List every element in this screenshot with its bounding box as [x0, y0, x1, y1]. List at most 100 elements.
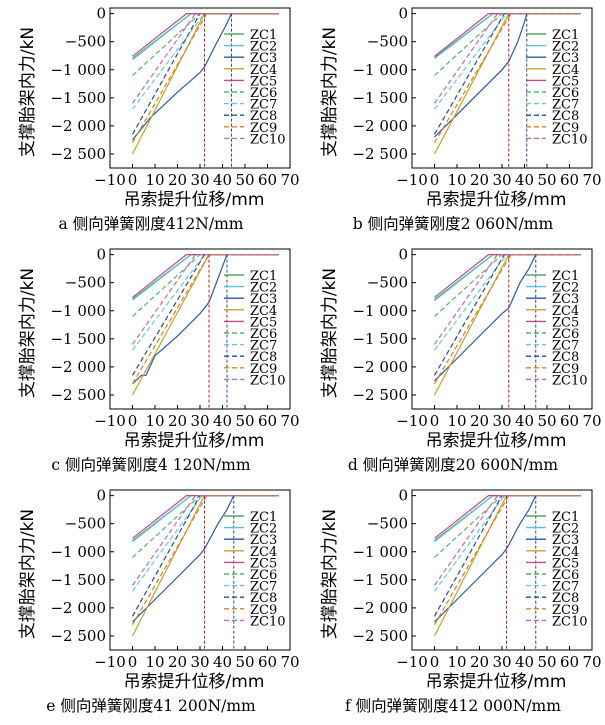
y-tick-label: −1 000: [50, 543, 106, 561]
y-tick-label: −1 000: [352, 61, 408, 79]
legend-label: ZC6: [552, 327, 579, 342]
x-tick-label: 50: [235, 412, 254, 430]
x-axis-label: 吊索提升位移/mm: [124, 672, 265, 692]
x-tick-label: 20: [168, 412, 187, 430]
series-line-zc8: [131, 254, 279, 376]
legend-label: ZC8: [250, 591, 277, 606]
x-tick-label: −10: [396, 653, 428, 671]
legend-label: ZC3: [552, 292, 579, 307]
x-tick-label: 50: [537, 171, 556, 189]
subplot-c: 0 −500 −1 000 −1 500 −2 000 −2 500 −10 0 10 20 30 4…: [0, 241, 302, 482]
x-tick-label: 70: [280, 171, 299, 189]
x-tick-label: 0: [128, 412, 138, 430]
y-axis-label: 支撑胎架内力/kN: [320, 509, 340, 639]
caption-e: e 侧向弹簧刚度41 200N/mm: [46, 697, 256, 715]
legend-label: ZC10: [552, 614, 588, 629]
x-axis-label: 吊索提升位移/mm: [124, 431, 265, 451]
x-tick-label: 60: [560, 171, 579, 189]
legend-label: ZC5: [250, 74, 277, 89]
y-tick-label: −2 500: [352, 627, 408, 645]
x-tick-label: 50: [537, 412, 556, 430]
x-tick-label: 30: [492, 412, 511, 430]
x-tick-label: −10: [94, 412, 126, 430]
x-tick-label: 60: [560, 653, 579, 671]
legend-label: ZC10: [250, 132, 286, 147]
legend-label: ZC9: [250, 603, 277, 618]
x-tick-label: 0: [430, 171, 440, 189]
legend-label: ZC3: [250, 51, 277, 66]
series-line-zc3: [132, 13, 279, 141]
legend-label: ZC6: [250, 568, 277, 583]
y-tick-label: 0: [398, 487, 408, 505]
legend-label: ZC5: [552, 315, 579, 330]
legend-label: ZC7: [250, 580, 277, 595]
legend-label: ZC6: [250, 86, 277, 101]
legend-label: ZC5: [250, 556, 277, 571]
x-tick-label: −10: [94, 171, 126, 189]
legend-label: ZC7: [552, 339, 579, 354]
x-tick-label: 0: [430, 653, 440, 671]
y-tick-label: −2 000: [352, 358, 408, 376]
y-tick-label: −1 000: [352, 543, 408, 561]
legend-label: ZC9: [552, 603, 579, 618]
legend-label: ZC7: [552, 98, 579, 113]
x-tick-label: 30: [190, 412, 209, 430]
y-axis-label: 支撑胎架内力/kN: [320, 27, 340, 157]
x-tick-label: 20: [470, 653, 489, 671]
legend-label: ZC8: [552, 591, 579, 606]
legend-label: ZC2: [552, 522, 579, 537]
legend-label: ZC8: [552, 109, 579, 124]
chart-f-svg: 0−500−1 000−1 500−2 000−2 500−10 0 10 20 30 4…: [320, 487, 602, 692]
legend-label: ZC8: [250, 109, 277, 124]
legend-label: ZC1: [552, 28, 579, 43]
y-tick-label: −1 500: [50, 89, 106, 107]
x-tick-label: 20: [470, 171, 489, 189]
x-tick-label: 40: [213, 171, 232, 189]
x-tick-label: 20: [470, 412, 489, 430]
x-tick-label: 10: [447, 653, 466, 671]
caption-f: f 侧向弹簧刚度412 000N/mm: [345, 697, 561, 715]
subplot-a: 0 −500 −1 000 −1 500 −2 000 −2 500 −10 0 10 20 30 4…: [0, 0, 302, 241]
x-tick-label: 30: [190, 171, 209, 189]
legend-label: ZC1: [552, 269, 579, 284]
legend-label: ZC9: [250, 121, 277, 136]
x-tick-label: 10: [447, 171, 466, 189]
legend-label: ZC7: [552, 580, 579, 595]
x-tick-label: 60: [258, 412, 277, 430]
x-tick-label: 30: [492, 653, 511, 671]
y-tick-label: −2 000: [50, 599, 106, 617]
chart-a-svg: 0−500−1 000−1 500−2 000−2 500−10 0 10 20 30 4…: [18, 5, 300, 210]
y-tick-label: 0: [96, 487, 106, 505]
x-tick-label: 10: [145, 171, 164, 189]
chart-b-svg: 0−500−1 000−1 500−2 000−2 500−10 0 10 20 30 4…: [320, 5, 602, 210]
caption-b: b 侧向弹簧刚度2 060N/mm: [352, 215, 554, 233]
legend-label: ZC8: [552, 350, 579, 365]
x-tick-label: 10: [447, 412, 466, 430]
x-tick-label: 0: [128, 171, 138, 189]
legend-label: ZC9: [250, 362, 277, 377]
x-tick-label: −10: [396, 171, 428, 189]
x-tick-label: −10: [396, 412, 428, 430]
subplot-e: 0 −500 −1 000 −1 500 −2 000 −2 500 −10 0 10 20 30 4…: [0, 482, 302, 723]
legend-label: ZC1: [250, 269, 277, 284]
legend-label: ZC5: [250, 315, 277, 330]
caption-c: c 侧向弹簧刚度4 120N/mm: [51, 456, 251, 474]
x-tick-label: 40: [213, 653, 232, 671]
legend-label: ZC4: [250, 63, 277, 78]
legend-label: ZC4: [552, 63, 579, 78]
x-tick-label: 0: [430, 412, 440, 430]
y-tick-label: −2 500: [352, 386, 408, 404]
x-tick-label: 60: [258, 171, 277, 189]
legend-label: ZC1: [250, 28, 277, 43]
x-axis-label: 吊索提升位移/mm: [124, 190, 265, 210]
legend-label: ZC4: [552, 304, 579, 319]
legend-label: ZC10: [250, 373, 286, 388]
legend-label: ZC4: [552, 545, 579, 560]
legend-label: ZC4: [250, 304, 277, 319]
legend-label: ZC2: [250, 281, 277, 296]
chart-e-svg: 0−500−1 000−1 500−2 000−2 500−10 0 10 20 30 4…: [18, 487, 300, 692]
x-axis-label: 吊索提升位移/mm: [426, 190, 567, 210]
series-line-zc3: [434, 254, 581, 382]
y-tick-label: 0: [398, 5, 408, 23]
